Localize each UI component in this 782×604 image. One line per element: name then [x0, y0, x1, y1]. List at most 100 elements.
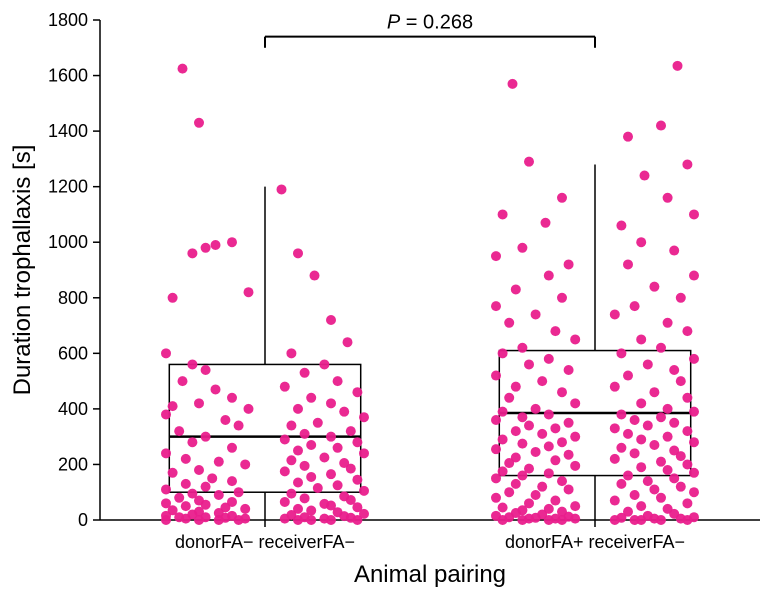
data-point: [313, 418, 323, 428]
data-point: [161, 348, 171, 358]
data-point: [610, 309, 620, 319]
data-point: [636, 462, 646, 472]
data-point: [550, 423, 560, 433]
data-point: [517, 243, 527, 253]
data-point: [570, 398, 580, 408]
data-point: [682, 326, 692, 336]
data-point: [640, 171, 650, 181]
data-point: [194, 398, 204, 408]
data-point: [359, 486, 369, 496]
data-point: [656, 343, 666, 353]
data-point: [616, 221, 626, 231]
data-point: [544, 441, 554, 451]
data-point: [656, 121, 666, 131]
data-point: [557, 387, 567, 397]
data-point: [531, 309, 541, 319]
y-tick-label: 800: [58, 288, 88, 308]
data-point: [682, 426, 692, 436]
data-point: [227, 443, 237, 453]
p-value-label: P = 0.268: [387, 12, 473, 34]
data-point: [537, 376, 547, 386]
data-point: [544, 468, 554, 478]
y-tick-label: 1400: [48, 121, 88, 141]
data-point: [333, 376, 343, 386]
y-tick-label: 1200: [48, 177, 88, 197]
data-point: [313, 483, 323, 493]
data-point: [161, 515, 171, 525]
data-point: [557, 476, 567, 486]
data-point: [636, 434, 646, 444]
data-point: [187, 359, 197, 369]
data-point: [211, 384, 221, 394]
data-point: [616, 409, 626, 419]
data-point: [352, 475, 362, 485]
data-point: [306, 393, 316, 403]
data-point: [610, 423, 620, 433]
data-point: [352, 437, 362, 447]
data-point: [564, 484, 574, 494]
data-point: [541, 218, 551, 228]
data-point: [649, 484, 659, 494]
data-point: [300, 368, 310, 378]
data-point: [227, 237, 237, 247]
data-point: [557, 515, 567, 525]
data-point: [623, 429, 633, 439]
data-point: [610, 382, 620, 392]
data-point: [564, 259, 574, 269]
data-point: [498, 503, 508, 513]
data-point: [649, 282, 659, 292]
data-point: [319, 359, 329, 369]
data-point: [669, 365, 679, 375]
data-point: [524, 421, 534, 431]
data-point: [498, 434, 508, 444]
data-point: [616, 479, 626, 489]
data-point: [277, 184, 287, 194]
data-point: [181, 454, 191, 464]
data-point: [244, 287, 254, 297]
data-point: [643, 421, 653, 431]
data-point: [491, 251, 501, 261]
data-point: [663, 318, 673, 328]
data-point: [293, 248, 303, 258]
data-point: [610, 515, 620, 525]
data-point: [531, 447, 541, 457]
data-point: [676, 482, 686, 492]
data-point: [511, 382, 521, 392]
data-point: [491, 493, 501, 503]
data-point: [689, 354, 699, 364]
chart-bg: [0, 0, 782, 604]
data-point: [187, 248, 197, 258]
data-point: [286, 489, 296, 499]
data-point: [181, 514, 191, 524]
data-point: [636, 501, 646, 511]
data-point: [557, 293, 567, 303]
data-point: [326, 432, 336, 442]
y-tick-label: 0: [78, 510, 88, 530]
data-point: [636, 515, 646, 525]
data-point: [544, 271, 554, 281]
data-point: [280, 434, 290, 444]
data-point: [570, 514, 580, 524]
data-point: [326, 469, 336, 479]
data-point: [656, 457, 666, 467]
data-point: [178, 64, 188, 74]
data-point: [610, 454, 620, 464]
data-point: [669, 246, 679, 256]
data-point: [673, 61, 683, 71]
data-point: [623, 259, 633, 269]
data-point: [286, 455, 296, 465]
data-point: [201, 432, 211, 442]
data-point: [570, 501, 580, 511]
data-point: [293, 478, 303, 488]
data-point: [491, 301, 501, 311]
data-point: [214, 515, 224, 525]
data-point: [517, 439, 527, 449]
data-point: [201, 243, 211, 253]
data-point: [643, 476, 653, 486]
data-point: [300, 429, 310, 439]
data-point: [504, 458, 514, 468]
data-point: [491, 371, 501, 381]
data-point: [517, 343, 527, 353]
data-point: [557, 437, 567, 447]
data-point: [544, 515, 554, 525]
